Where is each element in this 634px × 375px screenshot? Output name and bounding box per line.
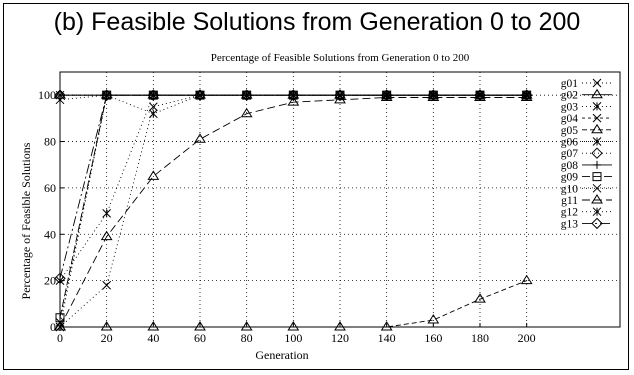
legend-label: g10: [561, 183, 579, 195]
legend-label: g12: [561, 207, 579, 219]
y-tick-label: 60: [44, 181, 56, 195]
data-point: [287, 321, 300, 331]
data-point: [147, 321, 160, 331]
data-point: [334, 89, 346, 101]
data-point: [147, 89, 160, 101]
legend-label: g08: [561, 160, 579, 172]
data-point: [240, 321, 253, 331]
figure-frame: [3, 3, 629, 370]
data-point: [380, 321, 393, 331]
x-tick-label: 60: [194, 331, 206, 345]
data-point: [100, 89, 113, 101]
x-tick-label: 80: [241, 331, 253, 345]
grid: [60, 72, 620, 327]
data-point: [520, 89, 533, 101]
x-tick-label: 20: [101, 331, 113, 345]
legend-label: g05: [561, 125, 579, 137]
series-line: [59, 94, 527, 279]
legend-marker: [592, 207, 602, 217]
legend-marker: [591, 88, 603, 99]
legend-label: g04: [561, 113, 579, 125]
y-axis-label: Percentage of Feasible Solutions: [19, 142, 33, 299]
legend-label: g02: [561, 90, 579, 102]
data-point: [194, 89, 206, 101]
y-tick-label: 20: [44, 274, 56, 288]
data-point: [380, 89, 393, 101]
data-point: [287, 96, 300, 106]
x-tick-label: 140: [378, 331, 396, 345]
series-g01: [55, 90, 532, 332]
x-tick-label: 180: [471, 331, 489, 345]
data-point: [102, 209, 112, 218]
legend-marker: [592, 78, 602, 88]
axes: 0 20 40 60 80 100 120 140 160 180 200 0 20 40 60 80 100: [38, 88, 536, 345]
data-point: [240, 107, 253, 118]
legend-marker: [592, 137, 602, 146]
series-g05: [54, 274, 533, 331]
data-point: [194, 133, 206, 143]
data-point: [102, 280, 112, 290]
data-point: [148, 102, 158, 112]
figure-heading: (b) Feasible Solutions from Generation 0…: [53, 8, 581, 36]
y-tick-label: 100: [38, 88, 56, 102]
data-point: [334, 93, 346, 104]
legend-marker: [591, 147, 603, 159]
chart-title: Percentage of Feasible Solutions from Ge…: [211, 52, 470, 64]
series-line: [59, 97, 527, 328]
legend-marker: [592, 172, 602, 182]
x-tick-label: 100: [284, 331, 302, 345]
series-g13: [54, 89, 533, 285]
legend-marker: [592, 102, 602, 111]
y-tick-label: 0: [50, 320, 56, 334]
data-point: [520, 274, 533, 285]
legend-label: g13: [561, 218, 579, 230]
legend-marker: [592, 183, 602, 193]
legend-label: g01: [561, 78, 579, 90]
data-point: [100, 230, 113, 241]
x-tick-label: 160: [424, 331, 442, 345]
legend-marker: [592, 113, 602, 123]
legend-label: g09: [561, 172, 579, 184]
x-tick-label: 0: [57, 331, 63, 345]
x-tick-label: 120: [331, 331, 349, 345]
data-point: [148, 109, 158, 119]
data-point: [240, 89, 253, 101]
legend-label: g07: [561, 148, 579, 160]
legend-marker: [593, 160, 601, 169]
legend-marker: [591, 217, 603, 230]
legend-label: g11: [561, 195, 578, 207]
legend-label: g06: [561, 137, 579, 149]
data-point: [194, 321, 206, 331]
data-point: [334, 321, 346, 331]
series-layer: [54, 89, 533, 332]
data-point: [474, 293, 486, 303]
y-tick-label: 80: [44, 135, 56, 149]
series-g12: [55, 90, 532, 332]
legend-label: g03: [561, 101, 579, 113]
legend-marker: [591, 123, 603, 134]
x-tick-label: 40: [147, 331, 159, 345]
x-axis-label: Generation: [255, 348, 308, 362]
data-point: [427, 89, 440, 101]
y-tick-label: 40: [44, 227, 56, 241]
data-point: [474, 89, 486, 101]
data-point: [147, 170, 160, 180]
series-g11: [54, 91, 533, 331]
data-point: [100, 321, 113, 331]
legend-marker: [591, 194, 603, 204]
data-point: [287, 89, 300, 101]
x-tick-label: 200: [518, 331, 536, 345]
